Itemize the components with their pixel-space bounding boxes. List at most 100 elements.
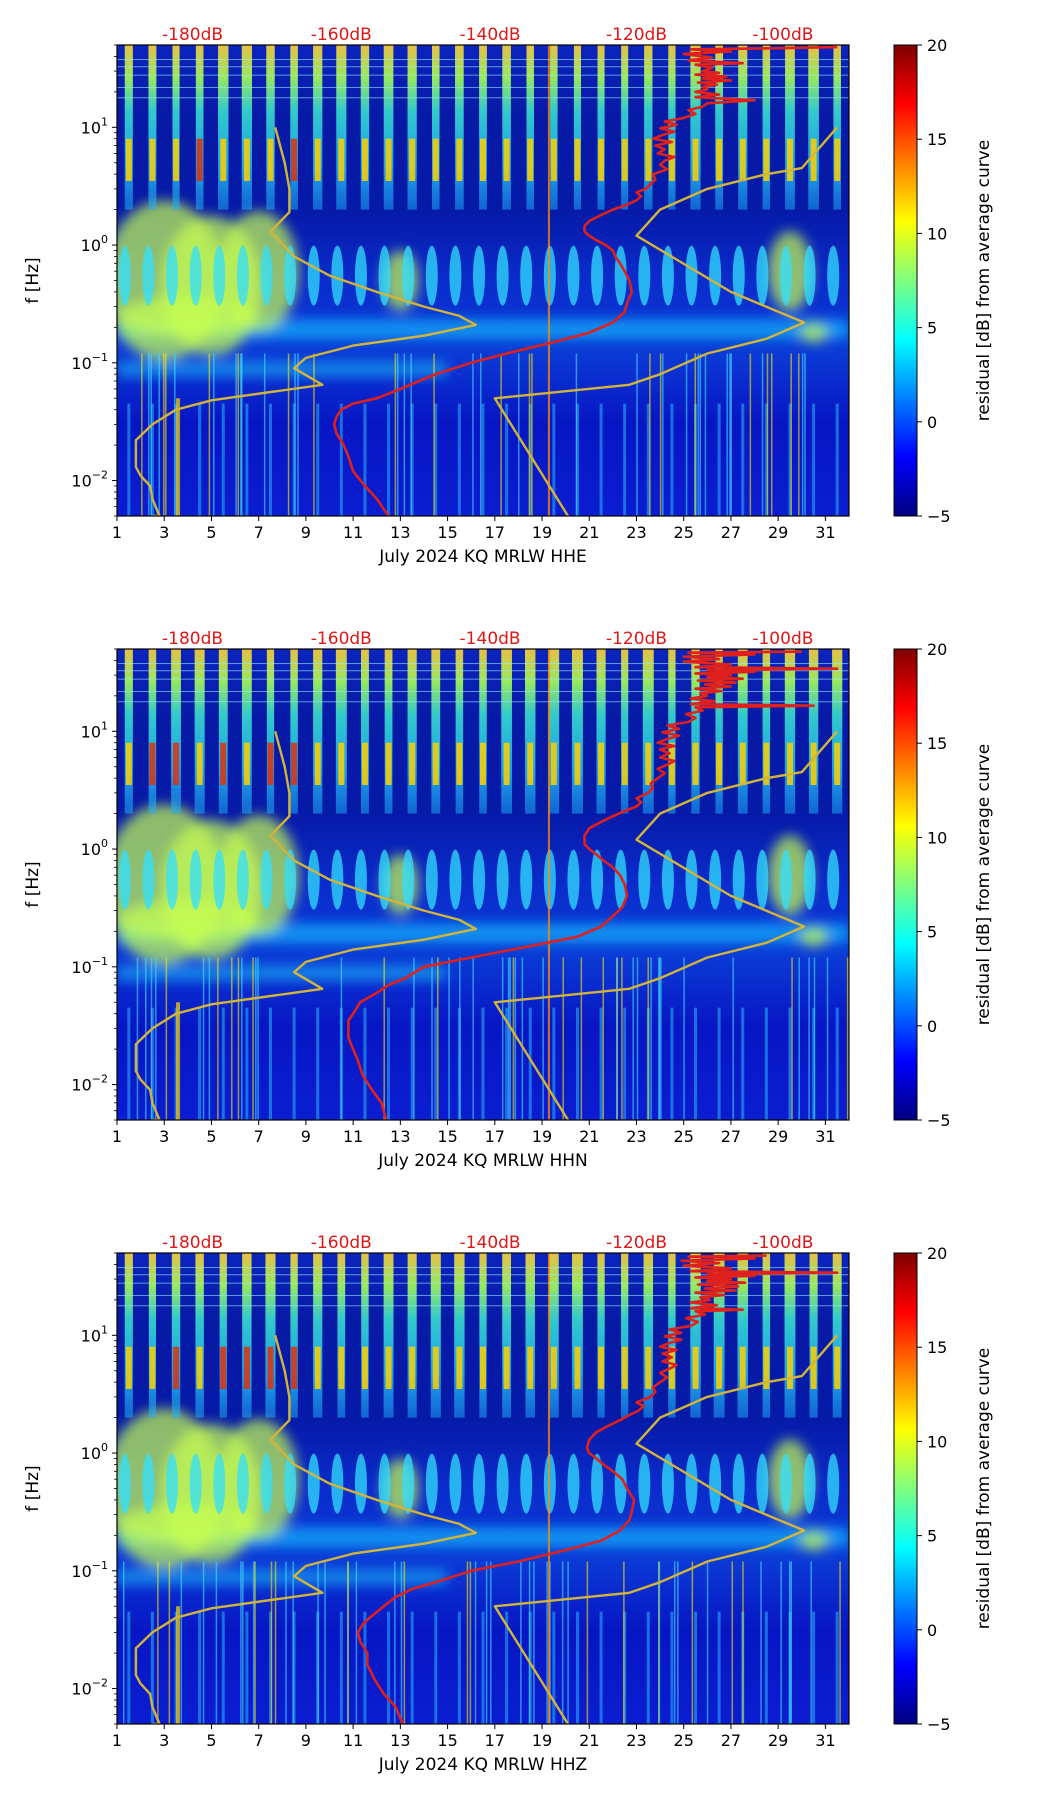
db-scale-label: -140dB: [460, 25, 521, 45]
colorbar-tick-label: 0: [927, 413, 937, 432]
x-axis-label: July 2024 KQ MRLW HHN: [377, 1151, 587, 1171]
colorbar-tick-label: 20: [927, 1244, 947, 1263]
x-tick-label: 31: [815, 1731, 835, 1750]
x-tick-label: 11: [343, 523, 363, 542]
y-tick-label: 100: [81, 233, 108, 255]
y-tick-label: 10−1: [71, 351, 108, 373]
x-tick-label: 1: [112, 1731, 122, 1750]
y-tick-label: 100: [81, 837, 108, 859]
series-line-2: [493, 126, 839, 516]
colorbar-tick-label: 5: [927, 319, 937, 338]
colorbar-label: residual [dB] from average curve: [974, 140, 994, 421]
y-tick-label: 10−2: [71, 1677, 108, 1699]
x-tick-label: 7: [254, 523, 264, 542]
x-tick-label: 9: [301, 523, 311, 542]
x-tick-label: 23: [626, 523, 646, 542]
x-tick-label: 29: [768, 523, 788, 542]
x-tick-label: 7: [254, 1127, 264, 1146]
series-line-2: [493, 730, 839, 1120]
series-line-1: [134, 730, 478, 1120]
colorbar-tick-label: −5: [927, 507, 951, 526]
x-tick-label: 21: [579, 523, 599, 542]
colorbar-tick-label: 15: [927, 734, 947, 753]
colorbar-tick-label: 10: [927, 1432, 947, 1451]
y-tick-label: 101: [81, 115, 108, 137]
db-scale-label: -160dB: [311, 629, 372, 649]
x-tick-label: 1: [112, 1127, 122, 1146]
colorbar-tick-label: 0: [927, 1621, 937, 1640]
db-scale-label: -140dB: [460, 629, 521, 649]
y-tick-label: 10−2: [71, 469, 108, 491]
y-axis-label: f [Hz]: [23, 1465, 43, 1511]
db-scale-label: -120dB: [606, 25, 667, 45]
series-line-3: [332, 45, 838, 516]
x-axis-label: July 2024 KQ MRLW HHE: [378, 547, 587, 567]
x-tick-label: 1: [112, 523, 122, 542]
x-tick-label: 27: [721, 1127, 741, 1146]
x-tick-label: 27: [721, 1731, 741, 1750]
colorbar-tick-label: 5: [927, 1527, 937, 1546]
x-tick-label: 15: [437, 1127, 457, 1146]
x-tick-label: 3: [159, 1127, 169, 1146]
colorbar-tick-label: 20: [927, 36, 947, 55]
y-tick-label: 101: [81, 1323, 108, 1345]
colorbar: [893, 44, 918, 517]
db-scale-label: -180dB: [162, 629, 223, 649]
x-tick-label: 13: [390, 1127, 410, 1146]
colorbar-tick-label: 20: [927, 640, 947, 659]
db-scale-label: -160dB: [311, 1233, 372, 1253]
db-scale-label: -120dB: [606, 629, 667, 649]
colorbar-tick-label: 15: [927, 1338, 947, 1357]
colorbar-tick-label: −5: [927, 1715, 951, 1734]
colorbar-tick-label: 10: [927, 224, 947, 243]
x-tick-label: 19: [532, 523, 552, 542]
y-axis-label: f [Hz]: [23, 861, 43, 907]
x-tick-label: 27: [721, 523, 741, 542]
x-tick-label: 3: [159, 1731, 169, 1750]
colorbar-tick-label: 10: [927, 828, 947, 847]
x-tick-label: 23: [626, 1127, 646, 1146]
series-line-2: [493, 1334, 839, 1724]
x-tick-label: 15: [437, 1731, 457, 1750]
x-tick-label: 31: [815, 1127, 835, 1146]
x-tick-label: 19: [532, 1731, 552, 1750]
colorbar-tick-label: 5: [927, 923, 937, 942]
x-tick-label: 5: [206, 523, 216, 542]
x-tick-label: 21: [579, 1127, 599, 1146]
colorbar-tick-label: −5: [927, 1111, 951, 1130]
db-scale-label: -160dB: [311, 25, 372, 45]
db-scale-label: -180dB: [162, 25, 223, 45]
x-tick-label: 11: [343, 1127, 363, 1146]
x-tick-label: 9: [301, 1127, 311, 1146]
x-tick-label: 5: [206, 1731, 216, 1750]
x-tick-label: 17: [485, 523, 505, 542]
db-scale-label: -100dB: [752, 1233, 813, 1253]
x-tick-label: 3: [159, 523, 169, 542]
db-scale-label: -100dB: [752, 629, 813, 649]
db-scale-label: -180dB: [162, 1233, 223, 1253]
x-tick-label: 17: [485, 1127, 505, 1146]
x-axis-label: July 2024 KQ MRLW HHZ: [378, 1755, 587, 1775]
colorbar-label: residual [dB] from average curve: [974, 744, 994, 1025]
y-tick-label: 10−1: [71, 955, 108, 977]
colorbar-tick-label: 0: [927, 1017, 937, 1036]
heatmap-image: [117, 649, 849, 1120]
series-line-3: [356, 1254, 839, 1724]
x-tick-label: 25: [674, 523, 694, 542]
x-tick-label: 11: [343, 1731, 363, 1750]
x-tick-label: 29: [768, 1731, 788, 1750]
series-line-1: [134, 126, 478, 516]
heatmap-image: [117, 45, 849, 516]
db-scale-label: -100dB: [752, 25, 813, 45]
y-tick-label: 101: [81, 719, 108, 741]
x-tick-label: 13: [390, 523, 410, 542]
series-line-3: [347, 650, 839, 1120]
y-tick-label: 10−2: [71, 1073, 108, 1095]
db-scale-label: -120dB: [606, 1233, 667, 1253]
x-tick-label: 7: [254, 1731, 264, 1750]
series-line-1: [134, 1334, 478, 1724]
colorbar-tick-label: 15: [927, 130, 947, 149]
